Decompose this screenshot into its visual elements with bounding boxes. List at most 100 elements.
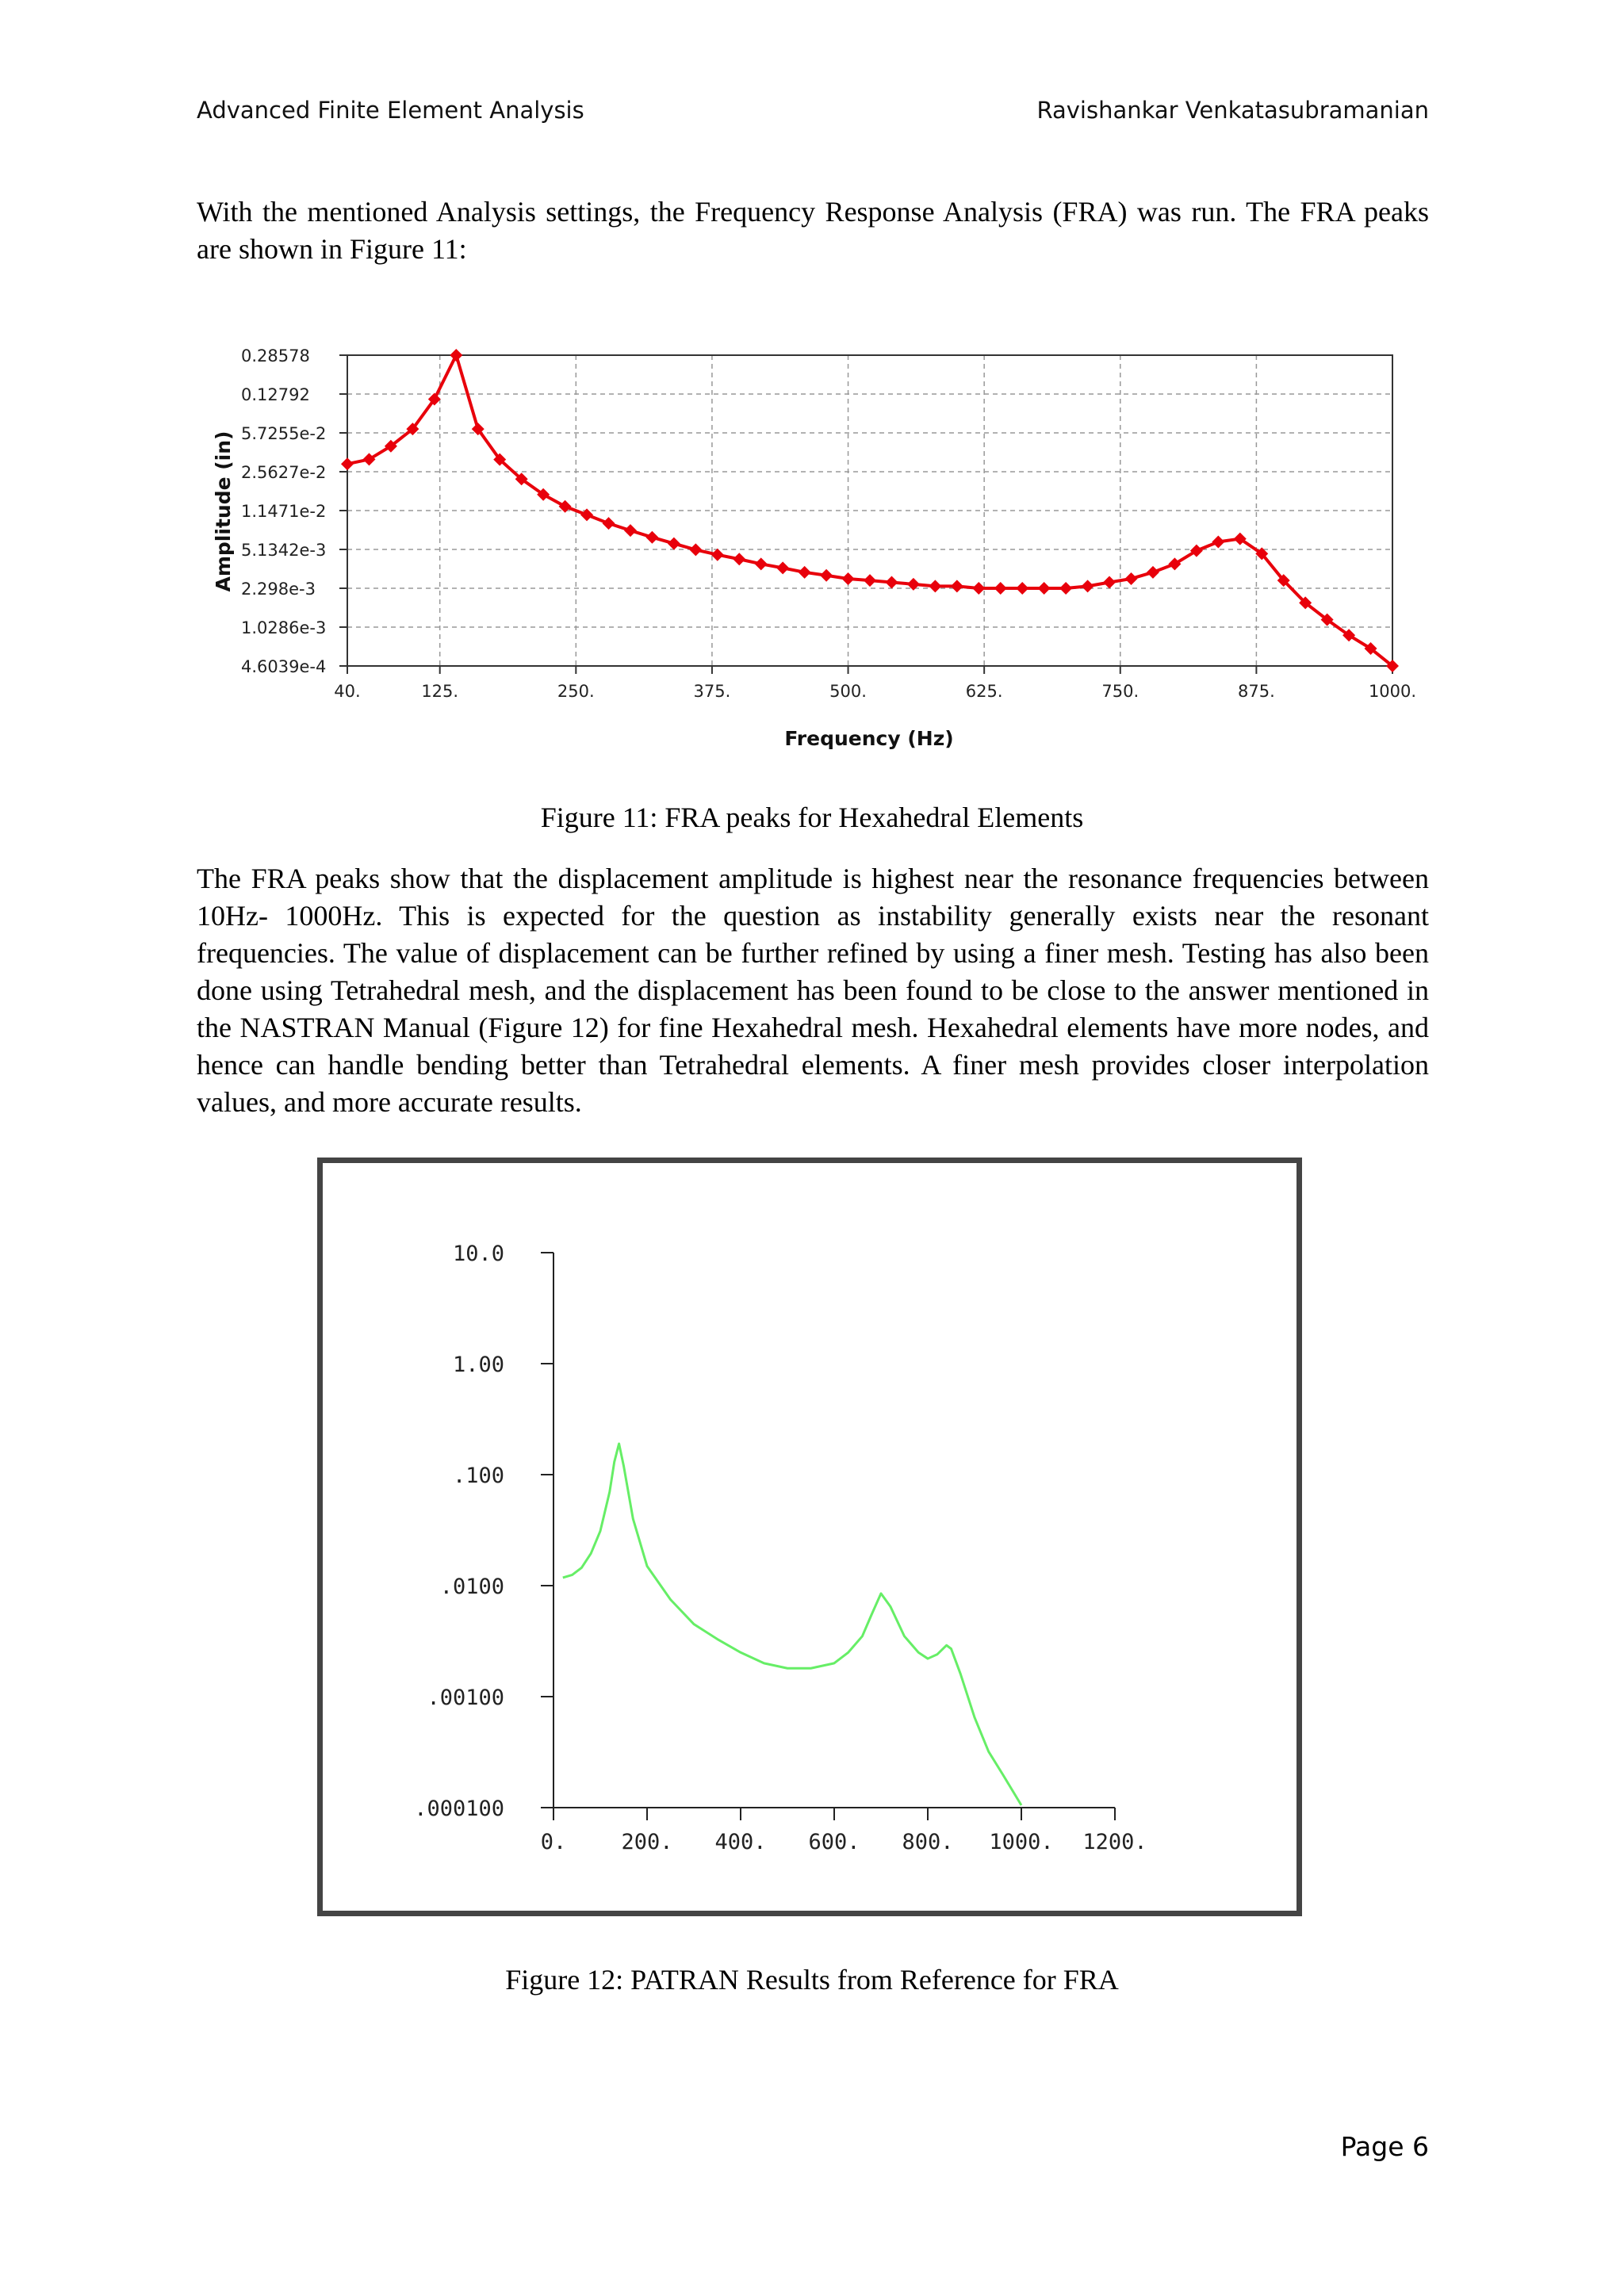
fig1-data-point bbox=[929, 580, 942, 593]
fig1-x-tick-label: 625. bbox=[966, 682, 1003, 701]
fig1-x-tick-label: 875. bbox=[1238, 682, 1275, 701]
fig2-x-tick-label: 400. bbox=[714, 1830, 766, 1854]
fig1-series bbox=[341, 348, 1399, 673]
fig1-data-point bbox=[841, 572, 855, 585]
fig1-data-point bbox=[667, 537, 680, 550]
fig2-x-tick-label: 1200. bbox=[1082, 1830, 1147, 1854]
fig2-x-tick-label: 1000. bbox=[989, 1830, 1053, 1854]
fig2-axes bbox=[541, 1252, 1116, 1820]
fig1-data-point bbox=[471, 423, 485, 436]
fig2-x-tick-label: 0. bbox=[541, 1830, 567, 1854]
fig1-y-tick-label: 0.28578 bbox=[241, 346, 310, 365]
fig1-data-point bbox=[776, 561, 790, 575]
fig1-data-point bbox=[537, 488, 550, 501]
fig1-y-tick-label: 1.0286e-3 bbox=[241, 618, 326, 637]
fig1-data-point bbox=[1255, 547, 1269, 561]
fig1-data-point bbox=[558, 499, 572, 513]
fig1-data-point bbox=[515, 473, 528, 486]
fig1-x-tick-label: 125. bbox=[421, 682, 458, 701]
fig1-data-point bbox=[994, 581, 1007, 595]
fig1-data-point bbox=[1364, 642, 1377, 656]
fig2-series bbox=[562, 1442, 1023, 1806]
fig1-data-point bbox=[1037, 581, 1051, 595]
fig1-data-point bbox=[427, 392, 441, 406]
fig1-data-point bbox=[1059, 581, 1073, 595]
fig1-y-tick-label: 4.6039e-4 bbox=[241, 657, 326, 676]
fig1-data-point bbox=[1386, 660, 1399, 673]
discussion-paragraph: The FRA peaks show that the displacement… bbox=[197, 863, 1429, 1118]
fig2-y-tick-label: .100 bbox=[453, 1464, 504, 1488]
fig2-y-tick-label: .000100 bbox=[414, 1797, 504, 1821]
fig1-data-point bbox=[1124, 572, 1138, 585]
page-number: Page 6 bbox=[1340, 2131, 1429, 2162]
fig1-data-point bbox=[580, 508, 594, 522]
fig1-data-point bbox=[906, 577, 920, 591]
fig1-x-tick-label: 750. bbox=[1101, 682, 1139, 701]
figure-11-fra-chart: 0.28578 0.12792 5.7255e-2 2.5627e-2 1.1471e-… bbox=[212, 346, 1416, 750]
fig1-data-point bbox=[972, 581, 986, 595]
fig1-y-axis-label: Amplitude (in) bbox=[212, 431, 235, 592]
fig1-data-point bbox=[820, 568, 833, 582]
fig1-y-tick-label: 1.1471e-2 bbox=[241, 502, 326, 521]
fig1-data-point bbox=[1212, 535, 1225, 549]
fig1-data-point bbox=[1081, 580, 1094, 593]
fig1-y-tick-label: 5.1342e-3 bbox=[241, 541, 326, 560]
figure-11-caption: Figure 11: FRA peaks for Hexahedral Elem… bbox=[540, 802, 1084, 833]
fig1-data-point bbox=[362, 453, 376, 466]
fig1-x-tick-label: 500. bbox=[829, 682, 867, 701]
figure-12-patran-chart: 10.0 1.00 .100 .0100 .00100 .000100 0. 200. 400… bbox=[414, 1242, 1147, 1854]
fig1-y-tick-label: 0.12792 bbox=[241, 385, 310, 404]
fig1-x-tick-label: 250. bbox=[557, 682, 595, 701]
fig1-data-point bbox=[1233, 532, 1247, 545]
fig1-data-point bbox=[1320, 613, 1334, 626]
intro-paragraph: With the mentioned Analysis settings, th… bbox=[197, 196, 1429, 265]
fig2-x-tick-label: 800. bbox=[902, 1830, 953, 1854]
fig1-data-point bbox=[1342, 629, 1356, 642]
fig1-data-point bbox=[1016, 581, 1029, 595]
fig1-x-tick-label: 1000. bbox=[1369, 682, 1416, 701]
fig2-y-tick-label: 10.0 bbox=[453, 1242, 504, 1266]
fig1-data-point bbox=[1299, 596, 1312, 610]
fig1-grid bbox=[339, 354, 1393, 674]
fig1-plot-frame bbox=[347, 354, 1393, 667]
fig1-series-line bbox=[347, 350, 1394, 668]
fig1-data-point bbox=[1146, 565, 1159, 579]
fig1-data-point bbox=[645, 530, 659, 544]
fig2-x-tick-labels: 0. 200. 400. 600. 800. 1000. 1200. bbox=[541, 1830, 1147, 1854]
fig1-data-point bbox=[733, 553, 746, 566]
fig2-y-tick-labels: 10.0 1.00 .100 .0100 .00100 .000100 bbox=[414, 1242, 504, 1821]
fig1-x-tick-label: 375. bbox=[694, 682, 731, 701]
fig1-data-point bbox=[885, 576, 898, 589]
fig1-data-point bbox=[450, 348, 463, 362]
running-header-author: Ravishankar Venkatasubramanian bbox=[1036, 97, 1429, 124]
fig1-data-point bbox=[1168, 557, 1182, 571]
fig2-x-tick-label: 200. bbox=[621, 1830, 672, 1854]
fig1-data-point bbox=[341, 457, 354, 471]
fig1-data-point bbox=[493, 453, 507, 466]
fig2-y-tick-label: .00100 bbox=[427, 1686, 504, 1710]
fig1-data-point bbox=[384, 439, 397, 453]
fig1-x-axis-label: Frequency (Hz) bbox=[784, 727, 953, 750]
fig1-data-point bbox=[623, 524, 637, 538]
figure-12-caption: Figure 12: PATRAN Results from Reference… bbox=[505, 1964, 1119, 1996]
fig1-data-point bbox=[950, 580, 963, 593]
fig2-y-tick-label: 1.00 bbox=[453, 1353, 504, 1377]
fig2-series-line bbox=[562, 1442, 1023, 1806]
fig1-data-point bbox=[1189, 544, 1203, 557]
fig1-data-point bbox=[689, 543, 703, 557]
fig1-x-tick-label: 40. bbox=[334, 682, 360, 701]
fig1-x-tick-labels: 40. 125. 250. 375. 500. 625. 750. 875. 1000. bbox=[334, 682, 1416, 701]
figure-12-frame bbox=[317, 1158, 1302, 1916]
fig1-y-tick-label: 5.7255e-2 bbox=[241, 424, 326, 443]
fig1-data-point bbox=[1277, 574, 1290, 587]
fig1-y-tick-label: 2.298e-3 bbox=[241, 580, 316, 599]
fig2-y-tick-label: .0100 bbox=[440, 1575, 504, 1599]
fig1-data-point bbox=[864, 574, 876, 587]
fig1-y-tick-label: 2.5627e-2 bbox=[241, 463, 326, 482]
fig1-data-point bbox=[406, 423, 419, 436]
fig1-data-point bbox=[1103, 576, 1116, 589]
fig1-data-point bbox=[602, 517, 615, 530]
fig1-data-point bbox=[798, 565, 811, 579]
fig1-data-point bbox=[710, 548, 724, 561]
fig2-x-tick-label: 600. bbox=[808, 1830, 860, 1854]
